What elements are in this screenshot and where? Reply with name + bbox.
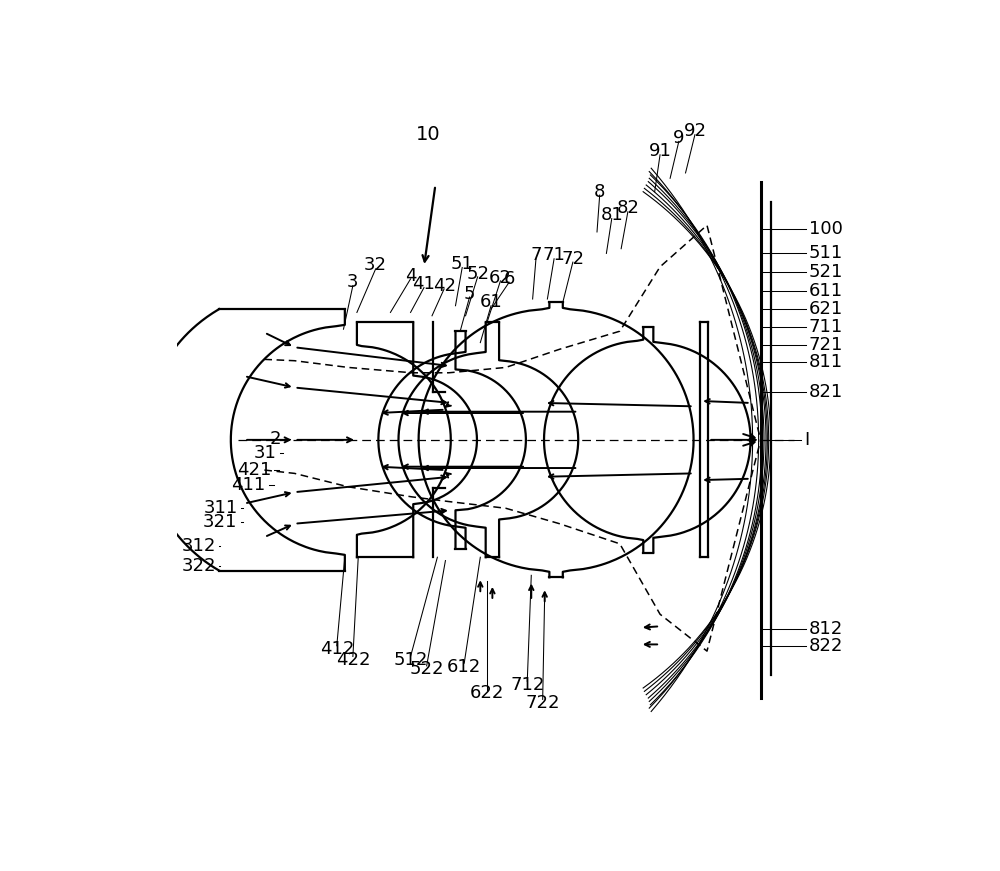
Text: 312: 312	[182, 537, 216, 555]
Text: 711: 711	[809, 318, 843, 336]
Text: I: I	[804, 431, 809, 449]
Text: 521: 521	[809, 263, 843, 281]
Text: 622: 622	[470, 685, 504, 702]
Text: 71: 71	[543, 246, 566, 265]
Text: 81: 81	[600, 206, 623, 224]
Text: 311: 311	[203, 499, 238, 517]
Text: 91: 91	[649, 143, 671, 160]
Text: 421: 421	[237, 461, 271, 479]
Text: 32: 32	[364, 256, 387, 274]
Text: 82: 82	[616, 199, 639, 218]
Text: 3: 3	[347, 273, 359, 291]
Text: 422: 422	[336, 651, 370, 669]
Text: 612: 612	[447, 658, 481, 676]
Text: 721: 721	[809, 335, 843, 354]
Text: 712: 712	[510, 676, 544, 693]
Text: 821: 821	[809, 382, 843, 401]
Text: 512: 512	[393, 651, 428, 669]
Text: 9: 9	[673, 129, 685, 147]
Text: 10: 10	[416, 125, 441, 145]
Text: 812: 812	[809, 620, 843, 638]
Text: 51: 51	[451, 255, 474, 273]
Text: 621: 621	[809, 300, 843, 318]
Text: 2: 2	[270, 429, 281, 448]
Text: 722: 722	[525, 694, 560, 712]
Text: 822: 822	[809, 638, 843, 655]
Text: 61: 61	[480, 294, 502, 311]
Text: 411: 411	[231, 476, 266, 495]
Text: 41: 41	[413, 275, 435, 294]
Text: 42: 42	[433, 277, 456, 294]
Text: 31: 31	[254, 444, 276, 463]
Text: 6: 6	[503, 270, 515, 288]
Text: 8: 8	[594, 183, 605, 200]
Text: 322: 322	[182, 557, 216, 575]
Text: 92: 92	[683, 122, 706, 140]
Text: 811: 811	[809, 353, 843, 371]
Text: 5: 5	[464, 285, 475, 302]
Text: 412: 412	[320, 640, 354, 658]
Text: 4: 4	[405, 267, 416, 285]
Text: 7: 7	[530, 246, 542, 265]
Text: 72: 72	[561, 250, 584, 267]
Text: 100: 100	[809, 219, 843, 238]
Text: 522: 522	[409, 660, 444, 679]
Text: 511: 511	[809, 245, 843, 262]
Text: 62: 62	[489, 268, 512, 287]
Text: 611: 611	[809, 282, 843, 300]
Text: 52: 52	[466, 265, 489, 282]
Text: 321: 321	[203, 513, 238, 530]
